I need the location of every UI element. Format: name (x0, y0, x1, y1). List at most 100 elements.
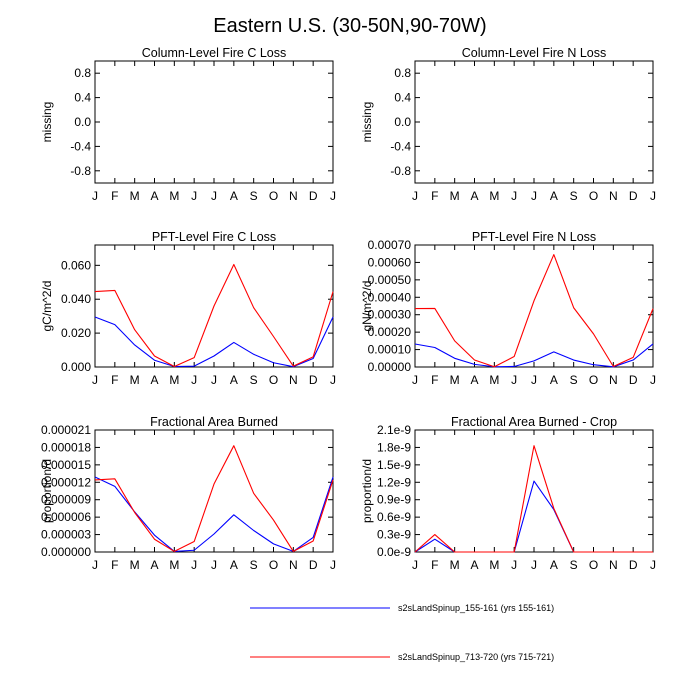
series-line-1 (414, 445, 653, 553)
x-tick-label: M (489, 189, 499, 203)
x-tick-label: A (150, 189, 158, 203)
x-tick-label: S (250, 373, 258, 387)
x-tick-label: J (191, 373, 197, 387)
x-tick-label: F (111, 373, 118, 387)
x-tick-label: M (169, 558, 179, 572)
x-tick-label: M (450, 373, 460, 387)
y-tick-label: 0.00060 (368, 255, 412, 269)
series-line-1 (94, 263, 334, 368)
x-tick-label: J (650, 373, 656, 387)
x-tick-label: N (609, 373, 618, 387)
y-tick-label: 0.00030 (368, 308, 412, 322)
x-tick-label: F (431, 189, 438, 203)
y-tick-label: 0.000015 (41, 458, 91, 472)
y-tick-label: 0.00070 (368, 238, 412, 252)
panel-title: PFT-Level Fire N Loss (472, 230, 596, 244)
x-tick-label: O (589, 373, 598, 387)
x-tick-label: J (412, 373, 418, 387)
x-tick-label: F (431, 558, 438, 572)
x-tick-label: J (412, 189, 418, 203)
x-tick-label: M (130, 189, 140, 203)
y-tick-label: 0.00000 (368, 360, 412, 374)
y-tick-label: 0.000018 (41, 440, 91, 454)
x-tick-label: N (289, 373, 298, 387)
y-axis-label: gN/m^2/d (360, 281, 374, 332)
x-tick-label: M (169, 373, 179, 387)
x-tick-label: O (589, 558, 598, 572)
y-tick-label: 0.8 (394, 66, 411, 80)
x-tick-label: N (609, 189, 618, 203)
x-tick-label: N (289, 558, 298, 572)
x-tick-label: J (412, 558, 418, 572)
x-tick-label: M (489, 373, 499, 387)
x-tick-label: N (289, 189, 298, 203)
figure-title: Eastern U.S. (30-50N,90-70W) (213, 15, 486, 37)
y-tick-label: 1.8e-9 (377, 440, 411, 454)
y-tick-label: 0.9e-9 (377, 493, 411, 507)
y-tick-label: -0.8 (390, 164, 411, 178)
y-tick-label: 0.0 (74, 115, 91, 129)
x-tick-label: A (550, 558, 558, 572)
x-tick-label: J (531, 558, 537, 572)
x-tick-label: M (489, 558, 499, 572)
plot-frame (94, 60, 334, 184)
x-tick-label: M (130, 373, 140, 387)
x-tick-label: A (470, 373, 478, 387)
x-tick-label: J (92, 189, 98, 203)
y-tick-label: 0.3e-9 (377, 528, 411, 542)
panel-5: Fractional Area Burned - Crop proportion/… (360, 415, 656, 572)
x-tick-label: S (570, 189, 578, 203)
series-line-0 (94, 316, 334, 368)
x-tick-label: J (191, 558, 197, 572)
y-tick-label: 0.0e-9 (377, 545, 411, 559)
x-tick-label: M (169, 189, 179, 203)
x-tick-label: J (211, 189, 217, 203)
y-tick-label: 0.00040 (368, 290, 412, 304)
panel-title: PFT-Level Fire C Loss (152, 230, 276, 244)
x-tick-label: O (269, 558, 278, 572)
panel-title: Fractional Area Burned - Crop (451, 415, 617, 429)
x-tick-label: J (511, 558, 517, 572)
y-tick-label: 1.5e-9 (377, 458, 411, 472)
x-tick-label: J (330, 558, 336, 572)
series-line-0 (94, 476, 334, 552)
y-tick-label: 2.1e-9 (377, 423, 411, 437)
y-tick-label: -0.4 (390, 139, 411, 153)
x-tick-label: J (330, 373, 336, 387)
x-tick-label: J (511, 373, 517, 387)
y-tick-label: 0.00050 (368, 273, 412, 287)
legend-label-0: s2sLandSpinup_155-161 (yrs 155-161) (398, 603, 554, 613)
x-tick-label: J (511, 189, 517, 203)
x-tick-label: A (470, 558, 478, 572)
x-tick-label: A (230, 558, 238, 572)
y-tick-label: 0.060 (61, 258, 91, 272)
x-tick-label: A (150, 558, 158, 572)
x-tick-label: M (450, 558, 460, 572)
x-tick-label: A (150, 373, 158, 387)
y-tick-label: 0.8 (74, 66, 91, 80)
y-tick-label: 0.000009 (41, 493, 91, 507)
plot-frame (414, 60, 654, 184)
plot-frame (414, 244, 654, 368)
y-tick-label: -0.8 (70, 164, 91, 178)
x-tick-label: O (269, 373, 278, 387)
x-tick-label: D (309, 373, 318, 387)
series-line-0 (414, 480, 653, 553)
y-axis-label: gC/m^2/d (40, 281, 54, 332)
legend-entry-1: s2sLandSpinup_713-720 (yrs 715-721) (250, 652, 554, 662)
y-tick-label: 0.040 (61, 292, 91, 306)
y-tick-label: 0.00020 (368, 325, 412, 339)
series-line-1 (94, 445, 334, 552)
y-tick-label: 0.4 (74, 91, 91, 105)
y-tick-label: 0.020 (61, 326, 91, 340)
legend-entry-0: s2sLandSpinup_155-161 (yrs 155-161) (250, 603, 554, 613)
x-tick-label: N (609, 558, 618, 572)
y-tick-label: 1.2e-9 (377, 475, 411, 489)
y-tick-label: 0.00010 (368, 343, 412, 357)
y-tick-label: -0.4 (70, 139, 91, 153)
x-tick-label: A (470, 189, 478, 203)
x-tick-label: F (111, 189, 118, 203)
